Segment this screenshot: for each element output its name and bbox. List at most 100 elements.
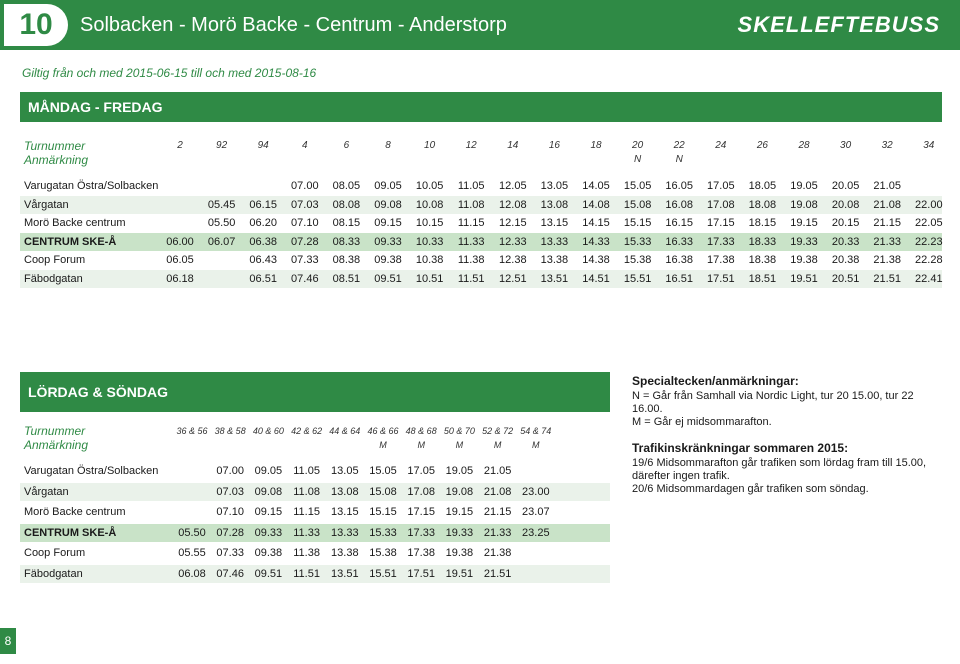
trip-note: M [455,440,464,450]
departure-time: 07.33 [216,547,244,559]
departure-time: 13.15 [331,506,359,518]
departure-time: 23.00 [522,485,550,498]
departure-time: 12.05 [499,180,527,192]
stop-name: Morö Backe centrum [24,506,126,518]
departure-time: 21.08 [873,198,901,211]
departure-time: 21.05 [483,465,512,477]
departure-time: 13.05 [540,180,569,192]
departure-time: 19.51 [790,272,818,285]
departure-time: 20.51 [831,272,860,285]
special-notes-heading: Specialtecken/anmärkningar: [632,374,799,388]
departure-time: 06.15 [249,198,277,211]
departure-time: 09.08 [374,198,402,211]
departure-time: 21.08 [483,485,512,498]
departure-time: 08.05 [332,180,361,192]
departure-time: 11.15 [293,506,320,518]
departure-time: 05.50 [207,217,236,229]
departure-time: 20.15 [831,217,860,229]
departure-time: 16.08 [665,198,693,211]
departure-time: 13.08 [540,198,569,211]
departure-time: 09.33 [254,526,283,539]
special-note-line: N = Går från Samhall via Nordic Light, t… [632,390,914,415]
departure-time: 10.33 [415,235,444,248]
departure-time: 13.51 [540,272,569,285]
trip-number: 30 [840,140,852,151]
departure-time: 16.38 [665,254,693,266]
departure-time: 17.33 [707,235,735,248]
departure-time: 06.18 [166,272,194,285]
stop-name: Fäbodgatan [24,567,83,580]
departure-time: 11.05 [293,465,320,477]
header-bar: 10 Solbacken - Morö Backe - Centrum - An… [0,0,960,50]
trip-number: 14 [507,140,519,151]
departure-time: 08.15 [332,217,361,229]
departure-time: 11.05 [457,180,485,192]
departure-time: 05.55 [178,547,206,559]
departure-time: 23.25 [522,526,550,539]
stop-name: Coop Forum [24,547,86,559]
departure-time: 15.08 [369,485,397,498]
departure-time: 08.08 [332,198,361,211]
departure-time: 08.51 [332,272,361,285]
weekend-anmarkning-label: Anmärkning [24,438,89,452]
table-row: Vårgatan 05.45 06.15 07.03 08.08 09.08 10.08 11… [20,195,943,214]
route-title: Solbacken - Morö Backe - Centrum - Ander… [80,14,507,36]
departure-time: 06.20 [249,217,277,229]
departure-time: 09.08 [254,485,283,498]
departure-time: 09.15 [374,217,402,229]
trip-number: 26 [756,140,768,151]
trip-number: 18 [590,140,602,151]
departure-time: 13.33 [331,526,359,539]
departure-time: 07.03 [291,198,319,211]
departure-time: 18.05 [748,180,777,192]
departure-time: 13.51 [331,567,359,580]
departure-time: 20.38 [831,254,860,266]
departure-time: 15.15 [623,217,652,229]
departure-time: 10.51 [415,272,444,285]
table-row: Vårgatan 07.03 09.08 11.08 13.08 15.08 17.08 19… [20,482,610,501]
departure-time: 17.15 [707,217,735,229]
departure-time: 21.38 [873,254,901,266]
departure-time: 18.08 [748,198,777,211]
brand-logo: SKELLEFTEBUSS [737,12,940,37]
trip-number: 12 [465,140,477,151]
departure-time: 21.15 [873,217,901,229]
departure-time: 06.05 [166,254,194,266]
departure-time: 13.05 [331,465,359,477]
trip-note: M [532,440,540,450]
departure-time: 22.05 [915,217,943,229]
departure-time: 07.00 [291,180,319,192]
trip-number: 6 [343,140,350,151]
departure-time: 11.08 [293,485,320,498]
trip-note: M [493,440,502,450]
departure-time: 21.38 [483,547,512,559]
departure-time: 10.38 [415,254,444,266]
table-row: Varugatan Östra/Solbacken 07.00 08.05 09.05… [20,177,942,195]
departure-time: 17.38 [407,547,435,559]
page-number: 8 [0,628,16,654]
departure-time: 09.38 [374,254,402,266]
trip-number: 92 [216,140,228,151]
table-row: CENTRUM SKE-Å 05.50 07.28 09.33 11.33 13.33 15… [20,523,610,542]
departure-time: 19.38 [790,254,818,266]
departure-time: 08.38 [332,254,361,266]
departure-time: 07.28 [216,526,244,539]
departure-time: 21.51 [483,567,512,580]
departure-time: 13.38 [540,254,569,266]
departure-time: 15.05 [369,465,397,477]
departure-time: 16.05 [665,180,693,192]
weekday-anmarkning-label: Anmärkning [24,153,89,167]
trip-number: 44 & 64 [329,426,361,436]
departure-time: 16.33 [665,235,693,248]
stop-name: Varugatan Östra/Solbacken [24,465,159,477]
departure-time: 07.46 [216,567,244,580]
departure-time: 22.00 [915,198,943,211]
notes-panel: Specialtecken/anmärkningar: N = Går från… [632,374,942,496]
departure-time: 11.38 [293,547,320,559]
departure-time: 19.05 [445,465,474,477]
trip-number: 22 [673,140,685,151]
departure-time: 19.33 [790,235,818,248]
table-row: Fäbodgatan 06.08 07.46 09.51 11.51 13.51 15.51… [20,564,610,583]
departure-time: 13.38 [331,547,359,559]
departure-time: 09.05 [254,465,283,477]
